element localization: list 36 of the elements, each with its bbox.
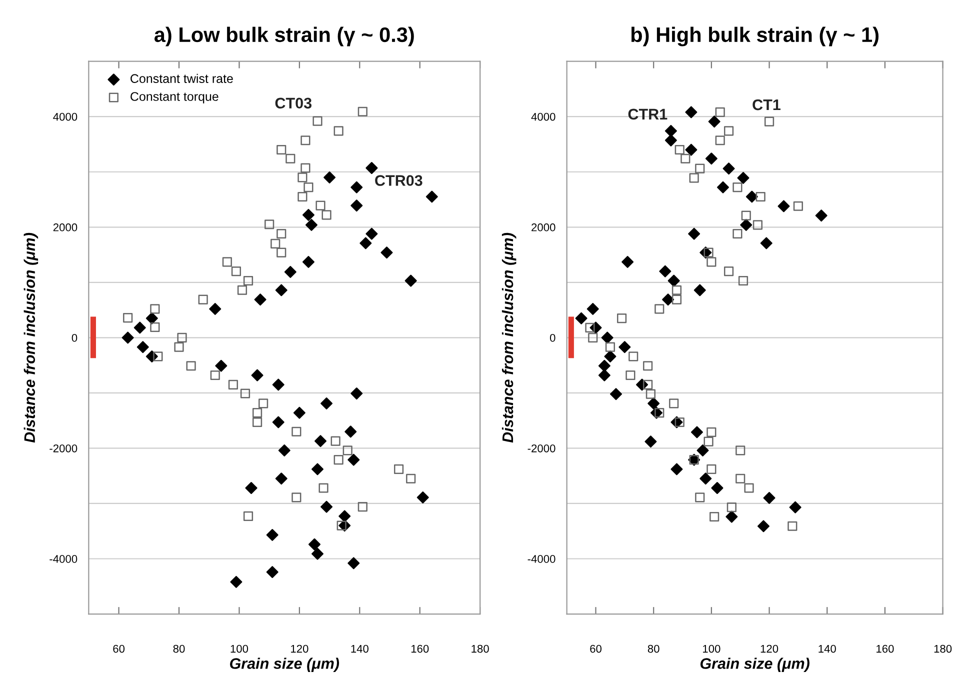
x-tick-label: 120 <box>760 644 778 653</box>
y-tick-label: 2000 <box>53 223 78 232</box>
y-tick-label: -4000 <box>528 555 556 563</box>
y-tick-label: 4000 <box>53 112 78 121</box>
x-tick-label: 60 <box>590 644 602 653</box>
x-tick-label: 140 <box>818 644 836 653</box>
x-tick-label: 120 <box>291 644 308 653</box>
annotation: CT03 <box>275 98 312 109</box>
chart-title: b) High bulk strain (γ ~ 1) <box>631 26 879 46</box>
legend-label: Constant torque <box>130 92 218 104</box>
y-axis-title: Distance from inclusion (μm) <box>502 232 516 443</box>
annotation: CT1 <box>752 99 780 110</box>
x-tick-label: 100 <box>703 644 720 653</box>
y-tick-label: -2000 <box>528 444 556 452</box>
x-tick-label: 80 <box>648 644 660 653</box>
y-tick-label: -2000 <box>50 444 78 452</box>
y-tick-label: 0 <box>550 334 556 342</box>
x-tick-label: 140 <box>351 644 368 653</box>
x-axis-title: Grain size (μm) <box>700 658 810 672</box>
annotation: CTR1 <box>628 108 668 120</box>
x-tick-label: 60 <box>113 644 125 653</box>
x-tick-label: 160 <box>876 644 894 653</box>
x-tick-label: 180 <box>934 644 952 653</box>
y-tick-label: 0 <box>72 334 78 342</box>
y-axis-title: Distance from inclusion (μm) <box>24 232 38 443</box>
x-tick-label: 100 <box>230 644 248 653</box>
x-tick-label: 180 <box>472 644 489 653</box>
annotation: CTR03 <box>375 175 422 186</box>
chart-title: a) Low bulk strain (γ ~ 0.3) <box>154 26 414 46</box>
x-tick-label: 160 <box>411 644 429 653</box>
legend-label: Constant twist rate <box>130 74 233 84</box>
x-tick-label: 80 <box>173 644 185 653</box>
y-tick-label: -4000 <box>50 555 78 563</box>
x-axis-title: Grain size (μm) <box>230 658 340 672</box>
y-tick-label: 4000 <box>531 112 556 121</box>
y-tick-label: 2000 <box>532 223 556 232</box>
